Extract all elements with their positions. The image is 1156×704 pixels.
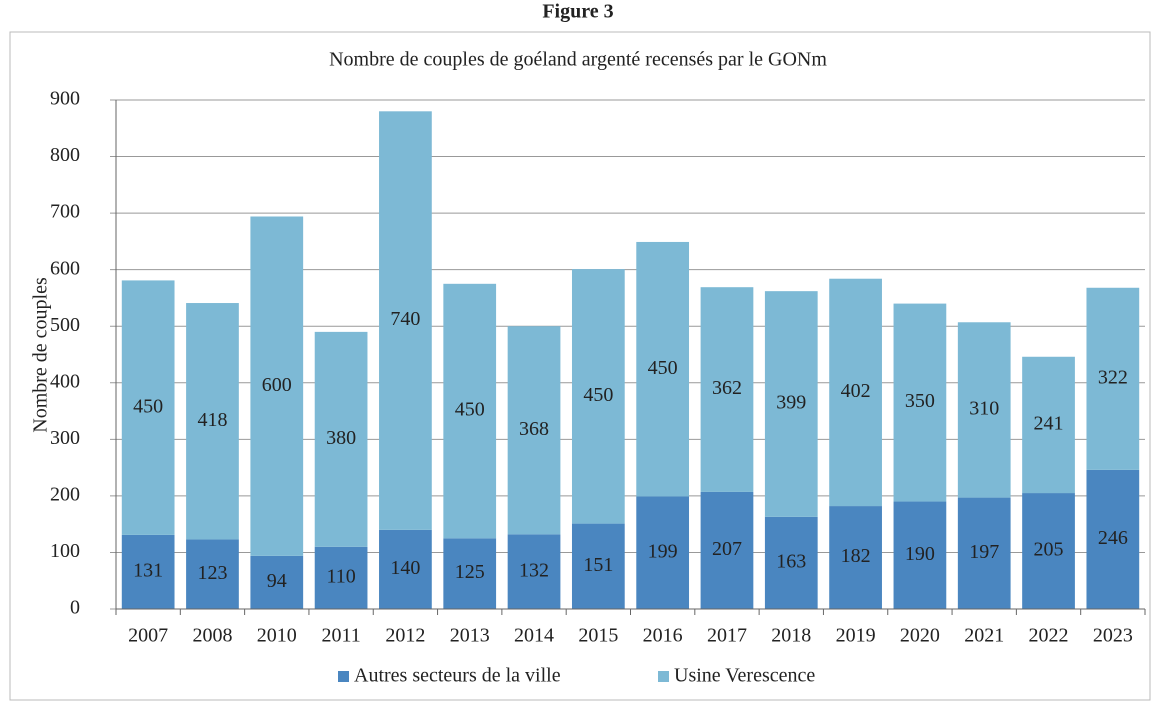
y-tick-label: 900 [50, 88, 80, 110]
bar-segment [186, 539, 239, 609]
legend-label: Usine Verescence [674, 665, 815, 687]
data-label: 199 [648, 540, 678, 562]
y-tick-label: 600 [50, 257, 80, 279]
bar-segment [1022, 493, 1075, 609]
bar-segment [957, 497, 1011, 609]
data-label: 418 [197, 409, 227, 431]
data-label: 402 [841, 380, 871, 402]
bar-segment [893, 501, 947, 609]
x-tick-label: 2020 [900, 625, 940, 647]
bar-segment [379, 529, 432, 609]
data-label: 123 [197, 562, 227, 584]
y-tick-label: 800 [50, 144, 80, 166]
bar-segment [829, 506, 882, 609]
chart-title: Nombre de couples de goéland argenté rec… [329, 49, 827, 71]
legend-swatch [338, 671, 349, 682]
bar-segment [700, 491, 754, 609]
bar-segment [636, 241, 690, 497]
bar-segment [443, 538, 497, 609]
y-tick-label: 700 [50, 201, 80, 223]
data-label: 241 [1034, 413, 1064, 435]
y-tick-label: 0 [70, 597, 80, 619]
data-label: 125 [455, 561, 485, 583]
x-tick-label: 2014 [514, 625, 554, 647]
y-tick-label: 300 [50, 427, 80, 449]
bar-segment [1086, 469, 1140, 609]
x-tick-label: 2010 [257, 625, 297, 647]
bar-segment [250, 216, 304, 556]
bar-segment [186, 303, 239, 540]
data-label: 450 [583, 384, 613, 406]
bar-segment [314, 546, 368, 609]
x-tick-label: 2017 [707, 625, 747, 647]
data-label: 450 [648, 357, 678, 379]
data-label: 132 [519, 559, 549, 581]
legend-swatch [658, 671, 669, 682]
data-label: 182 [841, 545, 871, 567]
bar-segment [957, 322, 1011, 498]
data-label: 450 [133, 395, 163, 417]
y-tick-label: 100 [50, 540, 80, 562]
chart-frame [9, 31, 1151, 701]
data-label: 740 [390, 308, 420, 330]
data-label: 205 [1034, 539, 1064, 561]
data-label: 399 [776, 392, 806, 414]
data-label: 190 [905, 543, 935, 565]
data-label: 246 [1098, 527, 1128, 549]
y-tick-label: 500 [50, 314, 80, 336]
bar-segment [700, 287, 754, 492]
data-label: 368 [519, 418, 549, 440]
data-label: 131 [133, 560, 163, 582]
data-label: 197 [969, 541, 999, 563]
data-label: 207 [712, 538, 742, 560]
bar-segment [1086, 287, 1140, 470]
bar-segment [250, 555, 304, 609]
y-tick-label: 400 [50, 370, 80, 392]
data-label: 362 [712, 377, 742, 399]
bar-segment [443, 283, 497, 539]
bar-segment [121, 280, 175, 535]
bar-segment [121, 534, 175, 609]
y-axis-label: Nombre de couples [30, 277, 52, 433]
x-tick-label: 2013 [450, 625, 490, 647]
data-label: 140 [390, 557, 420, 579]
x-tick-label: 2012 [385, 625, 425, 647]
bar-segment [1022, 356, 1075, 494]
data-label: 380 [326, 427, 356, 449]
data-label: 310 [969, 398, 999, 420]
bar-segment [764, 291, 818, 517]
x-tick-label: 2011 [321, 625, 360, 647]
x-tick-label: 2019 [836, 625, 876, 647]
bar-segment [636, 496, 690, 609]
data-label: 163 [776, 551, 806, 573]
bar-segment [893, 303, 947, 502]
x-tick-label: 2022 [1029, 625, 1069, 647]
x-tick-label: 2016 [643, 625, 683, 647]
bar-segment [764, 516, 818, 609]
x-tick-label: 2007 [128, 625, 168, 647]
bar-segment [379, 111, 432, 530]
bar-segment [571, 523, 625, 609]
data-label: 110 [326, 565, 355, 587]
data-label: 94 [267, 570, 287, 592]
bar-segment [507, 534, 561, 609]
bar-segment [829, 278, 882, 507]
bar-segment [571, 269, 625, 524]
legend-label: Autres secteurs de la ville [354, 665, 561, 687]
bar-segment [314, 331, 368, 547]
x-tick-label: 2015 [578, 625, 618, 647]
x-tick-label: 2008 [192, 625, 232, 647]
bar-segment [507, 326, 561, 535]
data-label: 350 [905, 390, 935, 412]
data-label: 600 [262, 374, 292, 396]
data-label: 322 [1098, 366, 1128, 388]
figure-label: Figure 3 [542, 1, 613, 23]
data-label: 151 [583, 554, 613, 576]
x-tick-label: 2023 [1093, 625, 1133, 647]
y-tick-label: 200 [50, 483, 80, 505]
data-label: 450 [455, 399, 485, 421]
x-tick-label: 2018 [771, 625, 811, 647]
x-tick-label: 2021 [964, 625, 1004, 647]
